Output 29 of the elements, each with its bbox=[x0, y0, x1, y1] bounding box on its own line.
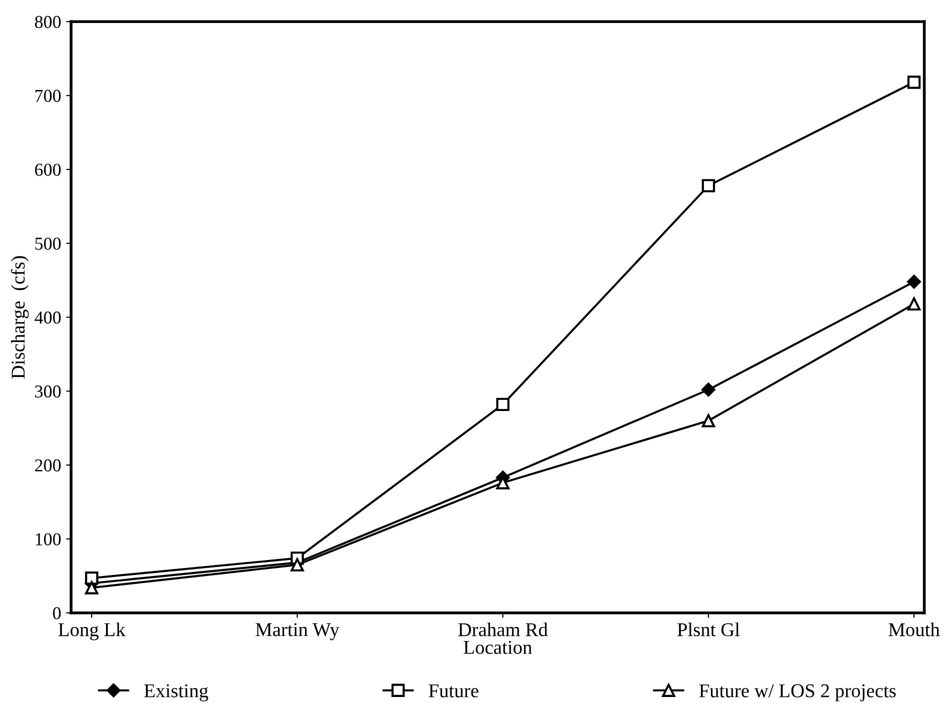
legend-label: Existing bbox=[144, 684, 208, 702]
y-tick-label: 600 bbox=[35, 164, 61, 176]
y-axis-title: Discharge (cfs) bbox=[10, 256, 29, 379]
point bbox=[907, 76, 921, 89]
y-tick-label: 200 bbox=[35, 459, 61, 472]
point bbox=[496, 398, 510, 412]
y-tick-label: 500 bbox=[35, 238, 61, 250]
x-tick-label: Martin Wy bbox=[256, 623, 340, 640]
point bbox=[85, 572, 98, 585]
legend-label: Future w/ LOS 2 projects bbox=[699, 684, 896, 702]
legend-label: Future bbox=[428, 684, 478, 698]
x-tick-label: Mouth bbox=[888, 622, 940, 636]
y-tick-label: 700 bbox=[35, 90, 61, 102]
x-tick-label: Long Lk bbox=[58, 622, 126, 640]
point bbox=[907, 297, 921, 311]
point bbox=[702, 179, 716, 192]
point bbox=[702, 414, 716, 428]
y-tick-label: 100 bbox=[36, 533, 61, 546]
y-tick-label: 400 bbox=[34, 311, 61, 324]
x-tick-label: Plsnt Gl bbox=[677, 622, 740, 636]
point bbox=[701, 382, 716, 397]
x-axis-title: Location bbox=[464, 640, 532, 654]
y-tick-label: 0 bbox=[53, 607, 61, 620]
point bbox=[290, 558, 304, 572]
point bbox=[85, 581, 98, 594]
y-tick-label: 800 bbox=[34, 16, 61, 28]
x-tick-label: Draham Rd bbox=[458, 622, 548, 636]
y-tick-label: 300 bbox=[35, 385, 61, 398]
point bbox=[907, 274, 921, 289]
